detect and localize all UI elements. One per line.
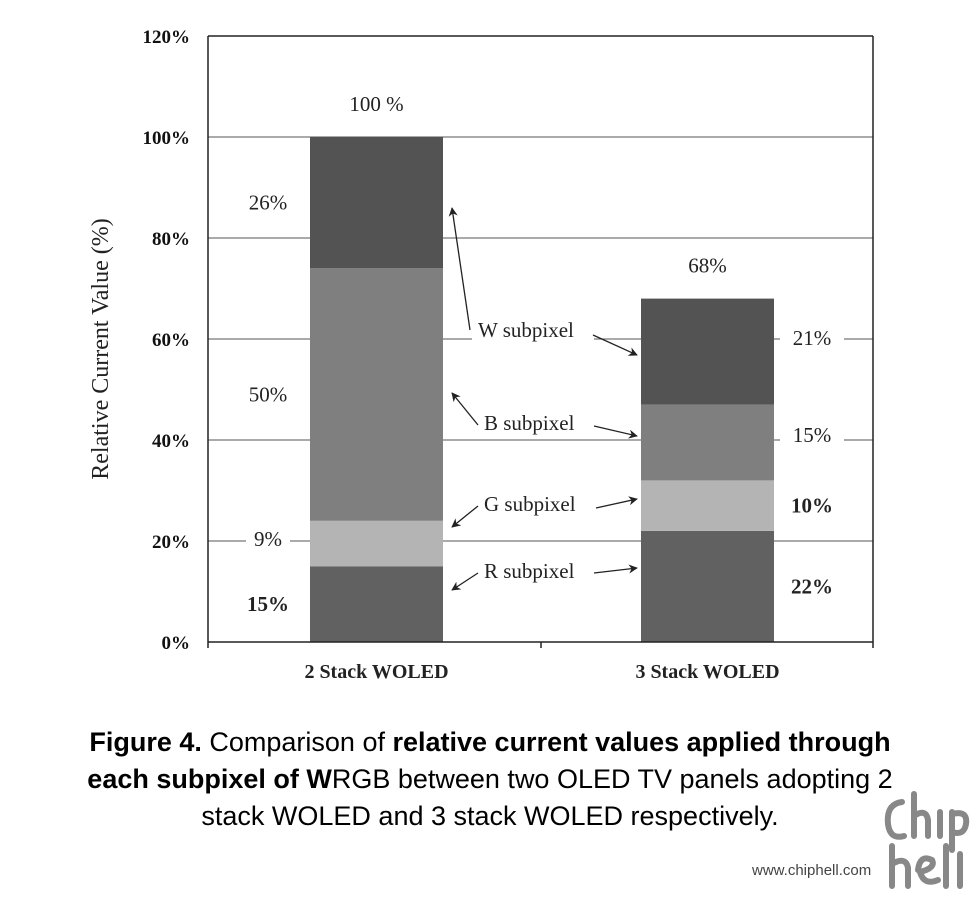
x-category-label: 3 Stack WOLED	[635, 661, 779, 683]
bars	[310, 137, 774, 642]
annotation-arrow	[595, 496, 638, 509]
segment-value-label: 9%	[254, 527, 282, 551]
segment-value-label: 21%	[793, 326, 832, 350]
caption-text-1: Comparison of	[201, 727, 393, 757]
annotation-arrow	[451, 392, 479, 426]
bar-segment-r-2	[641, 530, 774, 642]
x-category-label: 2 Stack WOLED	[304, 661, 448, 683]
label-background	[780, 422, 844, 448]
segment-value-label: 10%	[791, 494, 833, 518]
subpixel-annotation-label: G subpixel	[484, 492, 576, 516]
annotation-arrow	[451, 505, 479, 528]
subpixel-annotation-label: B subpixel	[484, 411, 575, 435]
annotation-arrow	[448, 207, 471, 331]
segment-value-label: 50%	[249, 383, 288, 407]
label-background	[780, 325, 844, 351]
caption-text-2: RGB between two OLED TV panels adopting …	[201, 764, 893, 831]
annotation-background	[478, 491, 600, 517]
caption-figure-number: Figure 4.	[89, 727, 202, 757]
annotation-background	[472, 317, 594, 343]
annotations: W subpixel B subpixel G subpixel R subpixel	[448, 207, 638, 591]
bar-total-label: 68%	[688, 254, 727, 278]
annotation-background	[478, 558, 600, 584]
watermark-logo-icon	[884, 791, 970, 889]
y-tick-label: 80%	[152, 229, 190, 250]
annotation-arrow	[592, 334, 638, 356]
subpixel-annotation-label: W subpixel	[478, 318, 574, 342]
stacked-bar-chart: 0% 20% 40% 60% 80% 100% 120% Relative Current V…	[88, 27, 874, 683]
y-tick-label: 20%	[152, 532, 190, 553]
bar-segment-w-1	[310, 137, 443, 269]
axes	[207, 35, 874, 648]
y-tick-label: 60%	[152, 330, 190, 351]
bar-segment-g-2	[641, 480, 774, 531]
annotation-arrow	[451, 572, 479, 591]
y-tick-label: 0%	[162, 633, 191, 654]
bar-segment-b-1	[310, 268, 443, 521]
caption-bold-text: relative current values applied through …	[87, 727, 891, 794]
segment-value-label: 15%	[793, 423, 832, 447]
watermark-url: www.chiphell.com	[752, 862, 872, 879]
annotation-arrow	[593, 564, 638, 574]
figure-caption: Figure 4. Comparison of relative current…	[60, 724, 920, 835]
segment-value-label: 22%	[791, 574, 833, 598]
label-background	[246, 527, 290, 553]
y-tick-label: 100%	[143, 128, 191, 149]
y-tick-label: 120%	[143, 27, 191, 48]
labels: 0% 20% 40% 60% 80% 100% 120% Relative Current V…	[88, 27, 844, 683]
segment-value-label: 26%	[249, 191, 288, 215]
segment-value-label: 15%	[247, 592, 289, 616]
subpixel-annotation-label: R subpixel	[484, 559, 575, 583]
annotation-arrow	[593, 425, 638, 439]
bar-segment-g-1	[310, 520, 443, 567]
y-tick-label: 40%	[152, 431, 190, 452]
bar-segment-w-2	[641, 298, 774, 405]
annotation-background	[478, 410, 600, 436]
y-axis-title: Relative Current Value (%)	[88, 218, 114, 479]
bar-segment-b-2	[641, 404, 774, 481]
bar-segment-r-1	[310, 566, 443, 642]
bar-total-label: 100 %	[349, 92, 403, 116]
